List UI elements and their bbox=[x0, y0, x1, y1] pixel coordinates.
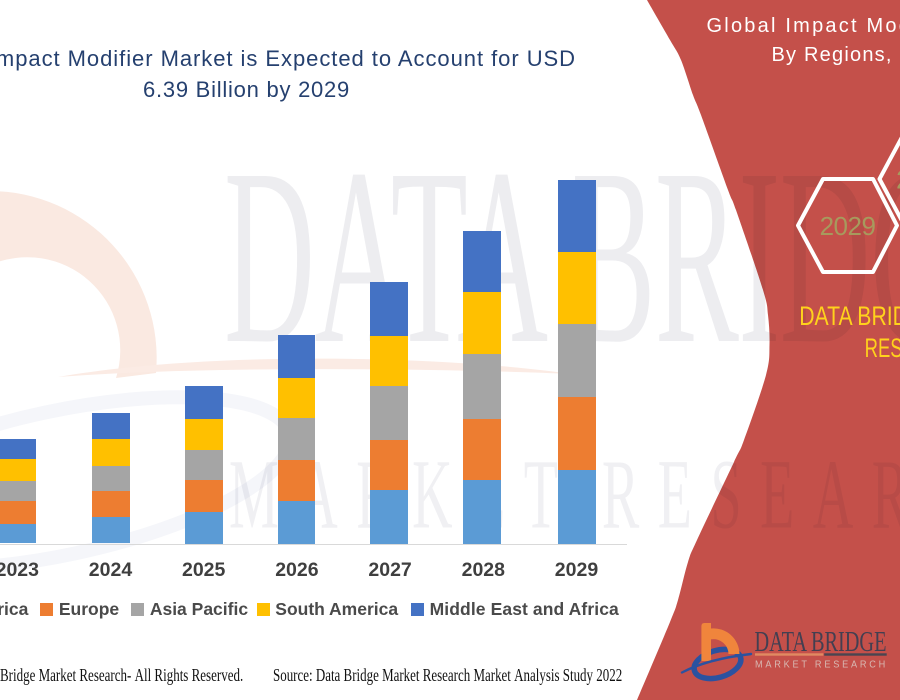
svg-text:DATA BRIDGE: DATA BRIDGE bbox=[755, 627, 887, 658]
svg-text:MARKET RESEARCH: MARKET RESEARCH bbox=[755, 660, 888, 671]
svg-text:2022: 2022 bbox=[896, 165, 900, 195]
svg-text:2029: 2029 bbox=[820, 211, 876, 241]
